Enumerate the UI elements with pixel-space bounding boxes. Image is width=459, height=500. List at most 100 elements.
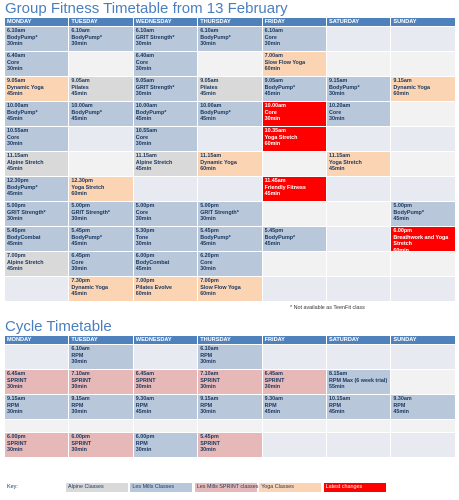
cell-line: 45min [264,241,281,248]
day-header: SATURDAY [327,336,391,344]
cell-line: GRIT Strength* [7,209,46,216]
class-cell: 12.30pm Yoga Stretch 60min [69,177,133,201]
class-cell: 11.45am Friendly Fitness 45min [262,177,326,201]
class-cell: 10.00am BodyPump* 45min [69,102,133,126]
cell-line: 7.00pm [135,278,155,284]
empty-cell [327,52,391,76]
cell-line: 45min [135,166,152,173]
day-header: TUESDAY [69,18,133,26]
empty-cell [5,277,69,301]
class-cell: 10.35am Yoga Stretch 60min [262,127,326,151]
empty-cell [133,420,198,432]
class-cell: 6.45pm Core 30min [69,252,133,276]
cell-line: Breathwork and Yoga Stretch [393,234,449,248]
class-cell: 9.05am BodyPump* 45min [262,77,326,101]
cell-line: 30min [329,91,345,98]
cell-line: 7.00pm [200,278,219,284]
cell-line: 30min [7,409,23,416]
cell-line: 60min [71,191,87,198]
day-header: MONDAY [5,336,69,344]
class-cell: 12.30pm BodyPump* 45min [5,177,69,201]
cell-line: BodyPump* [264,234,296,241]
empty-cell [198,420,262,432]
cell-line: BodyPump* [71,234,102,241]
empty-cell [262,433,326,457]
empty-cell [391,370,455,394]
cell-line: 30min [7,41,23,48]
class-cell: 6.00pm SPRINT 30min [69,433,133,457]
cell-line: RPM [200,402,213,409]
empty-cell [327,202,391,226]
cell-line: 9.15am [393,78,412,84]
cell-line: 7.30pm [71,278,90,284]
cell-line: 11.15am [200,153,222,159]
class-cell: 9.05am Pilates 45min [198,77,262,101]
cell-line: Yoga Stretch [71,184,105,191]
cell-line: 55min [329,384,345,391]
cell-line: 30min [200,41,216,48]
cell-line: 5.45pm [200,228,219,234]
class-cell: 7.30pm Dynamic Yoga 45min [69,277,133,301]
cell-line: 7.10am [71,371,90,377]
empty-cell [391,152,455,176]
empty-cell [391,52,455,76]
cell-line: Dynamic Yoga [200,159,237,166]
cell-line: Core [7,134,20,141]
cell-line: 10.55am [135,128,158,134]
class-cell: 5.30pm Tone 30min [133,227,198,251]
class-cell: 5.45pm BodyPump* 45min [69,227,133,251]
cell-line: 6.00pm [7,434,26,440]
cell-line: 45min [71,116,87,123]
cell-line: 6.10am [7,28,26,34]
class-cell: 6.45am SPRINT 30min [262,370,326,394]
cell-line: Pilates Evolve [135,284,173,291]
class-cell: 6.45am SPRINT 30min [133,370,198,394]
class-cell: 7.00am Slow Flow Yoga 60min [262,52,326,76]
cell-line: RPM [71,352,84,359]
cell-line: 45min [329,166,345,173]
class-cell: 9.15am Dynamic Yoga 60min [391,77,455,101]
cell-line: 10.20am [329,103,351,109]
cell-line: 7.00am [264,53,283,59]
empty-cell [262,152,326,176]
cell-line: RPM [135,402,148,409]
day-header: FRIDAY [262,336,326,344]
cell-line: 11.15am [135,153,157,159]
class-cell: 7.10am SPRINT 30min [198,370,262,394]
cell-line: 10.00am [135,103,158,109]
class-cell: 6.10am RPM 30min [198,345,262,369]
class-cell: 9.15am BodyPump* 30min [327,77,391,101]
cell-line: 6.45am [7,371,26,377]
class-cell: 5.45pm BodyCombat 45min [5,227,69,251]
cell-line: 30min [200,359,216,366]
cell-line: SPRINT [135,377,156,384]
cell-line: BodyPump* [7,109,38,116]
cell-line: 60min [135,291,152,298]
cell-line: GRIT Strength* [200,209,239,216]
cell-line: 11.15am [7,153,28,159]
empty-cell [133,177,198,201]
cell-line: 30min [264,116,281,123]
cell-line: 6.20pm [200,253,219,259]
cell-line: 30min [71,266,87,273]
class-cell: 10.00am Core 30min [262,102,326,126]
cell-line: 45min [71,291,87,298]
class-cell: 9.30am RPM 45min [262,395,326,419]
cell-line: 30min [135,447,152,454]
cell-line: 11.15am [329,153,350,159]
cell-line: 30min [135,384,152,391]
cell-line: BodyPump* [71,34,102,41]
cell-line: 30min [71,409,87,416]
cell-line: 45min [200,116,216,123]
cell-line: SPRINT [200,440,220,447]
cell-line: RPM Max (6 week trial) [329,377,388,384]
empty-cell [262,345,326,369]
cell-line: 45min [7,116,23,123]
cell-line: 5.45pm [264,228,284,234]
cell-line: 5.00pm [200,203,219,209]
empty-cell [391,127,455,151]
cell-line: SPRINT [71,377,92,384]
cell-line: BodyPump* [393,209,424,216]
cell-line: 6.00pm [135,253,155,259]
cell-line: RPM [71,402,84,409]
